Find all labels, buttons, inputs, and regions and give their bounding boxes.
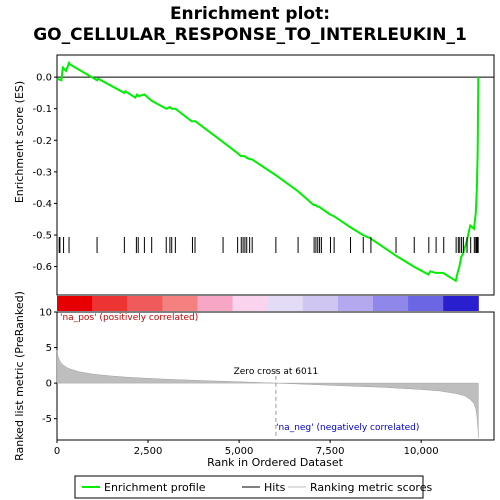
ranking-color-segment xyxy=(92,296,128,311)
ranking-metric-area xyxy=(56,350,479,438)
ranking-color-segment xyxy=(302,296,339,311)
ranking-color-segment xyxy=(267,296,304,311)
rank-x-axis-ticks: 0 2,500 5,000 7,500 10,000 xyxy=(54,440,439,457)
es-y-axis-ticks: 0.0 -0.1 -0.2 -0.3 -0.4 -0.5 -0.6 xyxy=(32,73,57,273)
rank-x-tick-label: 5,000 xyxy=(225,446,254,457)
es-y-tick-label: -0.5 xyxy=(32,231,52,242)
rank-x-tick-label: 10,000 xyxy=(404,446,439,457)
es-y-tick-label: -0.4 xyxy=(32,199,52,210)
ranking-color-segment xyxy=(408,296,444,311)
es-y-tick-label: 0.0 xyxy=(36,73,52,84)
metric-y-tick-label: 10 xyxy=(39,308,52,319)
ranking-color-segment xyxy=(127,296,163,311)
chart-title-line1: Enrichment plot: xyxy=(170,4,330,24)
es-y-tick-label: -0.1 xyxy=(32,104,52,115)
metric-y-axis-ticks: 10 5 0 -5 xyxy=(39,308,57,425)
legend-enrichment-label: Enrichment profile xyxy=(104,481,206,494)
es-y-tick-label: -0.2 xyxy=(32,136,52,147)
legend-metric-label: Ranking metric scores xyxy=(310,481,432,494)
es-y-tick-label: -0.3 xyxy=(32,167,52,178)
enrichment-profile-line xyxy=(56,60,480,283)
zero-cross-label: Zero cross at 6011 xyxy=(234,367,319,377)
hit-markers xyxy=(58,237,479,253)
rank-x-tick-label: 2,500 xyxy=(134,446,163,457)
legend-hits-label: Hits xyxy=(264,481,286,494)
ranking-color-strip xyxy=(57,296,479,311)
pos-correlated-label: 'na_pos' (positively correlated) xyxy=(60,313,198,323)
metric-y-axis-title: Ranked list metric (PreRanked) xyxy=(13,291,26,461)
ranking-color-segment xyxy=(197,296,234,311)
chart-title-line2: GO_CELLULAR_RESPONSE_TO_INTERLEUKIN_1 xyxy=(33,25,467,45)
metric-y-tick-label: 5 xyxy=(46,343,52,354)
rank-x-tick-label: 0 xyxy=(54,446,60,457)
ranking-color-segment xyxy=(232,296,269,311)
ranking-color-segment xyxy=(162,296,198,311)
metric-y-tick-label: 0 xyxy=(46,379,52,390)
rank-x-tick-label: 7,500 xyxy=(316,446,345,457)
es-y-tick-label: -0.6 xyxy=(32,262,52,273)
rank-x-axis-title: Rank in Ordered Dataset xyxy=(207,456,344,469)
ranking-color-segment xyxy=(443,296,479,311)
ranking-color-segment xyxy=(337,296,374,311)
ranking-color-segment xyxy=(373,296,409,311)
metric-y-tick-label: -5 xyxy=(42,414,52,425)
ranking-color-segment xyxy=(57,296,93,311)
neg-correlated-label: 'na_neg' (negatively correlated) xyxy=(276,423,419,433)
es-y-axis-title: Enrichment score (ES) xyxy=(13,81,26,203)
